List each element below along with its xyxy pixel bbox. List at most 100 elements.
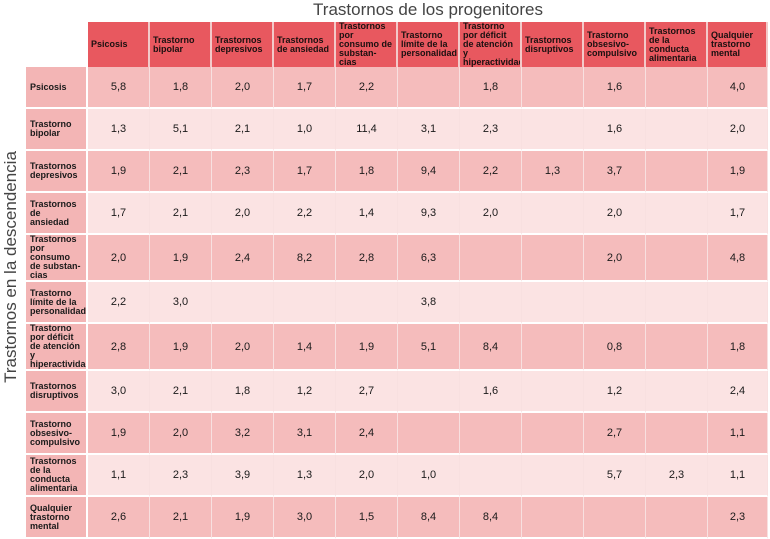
table-cell: 8,4: [398, 497, 460, 539]
table-cell: [646, 67, 708, 109]
table-row: Trastorno bipolar 1,3 5,1 2,1 1,0 11,4 3,1 2,3 1…: [26, 109, 768, 151]
table-body: Psicosis 5,8 1,8 2,0 1,7 2,2 1,8 1,6 4,0 Trastorn…: [26, 67, 768, 539]
table-cell: 1,1: [708, 413, 768, 455]
table-cell: 1,9: [212, 497, 274, 539]
table-cell: 3,7: [584, 151, 646, 193]
table-cell: 9,4: [398, 151, 460, 193]
table-cell: 1,6: [460, 371, 522, 413]
table-cell: [646, 109, 708, 151]
table-cell: 2,2: [460, 151, 522, 193]
table-cell: 2,3: [212, 151, 274, 193]
table-row: Psicosis 5,8 1,8 2,0 1,7 2,2 1,8 1,6 4,0: [26, 67, 768, 109]
row-header: Trastorno límite de la personalidad: [26, 282, 88, 324]
table-row: Trastorno por déficit de atención y hipe…: [26, 324, 768, 371]
table-cell: 1,3: [522, 151, 584, 193]
table-cell: 0,8: [584, 324, 646, 371]
table-row: Trastornos de la conducta alimentaria 1,1…: [26, 455, 768, 497]
table-cell: 2,1: [150, 193, 212, 235]
table-cell: 3,0: [88, 371, 150, 413]
table-cell: 4,0: [708, 67, 768, 109]
header-row: Psicosis Trastorno bipolar Trastornos depr…: [26, 22, 768, 67]
column-header: Qualquier trastorno mental: [708, 22, 768, 67]
table-cell: [398, 67, 460, 109]
table-cell: 1,9: [150, 324, 212, 371]
table-cell: 3,0: [150, 282, 212, 324]
table-cell: 1,7: [708, 193, 768, 235]
table-cell: 1,9: [88, 151, 150, 193]
table-cell: 1,6: [584, 109, 646, 151]
row-header: Trastorno por déficit de atención y hipe…: [26, 324, 88, 371]
table-cell: 2,2: [336, 67, 398, 109]
table-cell: 2,3: [646, 455, 708, 497]
row-header: Trastornos de ansiedad: [26, 193, 88, 235]
table-cell: 3,8: [398, 282, 460, 324]
table-cell: 11,4: [336, 109, 398, 151]
table-cell: [398, 413, 460, 455]
table-cell: [708, 282, 768, 324]
row-axis-title: Trastornos en la descendencia: [1, 151, 20, 383]
table-cell: [646, 193, 708, 235]
table-cell: [460, 282, 522, 324]
column-header: Trastornos disruptivos: [522, 22, 584, 67]
table-cell: [460, 413, 522, 455]
table-cell: 1,8: [708, 324, 768, 371]
table-cell: 1,9: [336, 324, 398, 371]
table-cell: [522, 282, 584, 324]
table-cell: 2,7: [584, 413, 646, 455]
table-cell: 2,0: [88, 235, 150, 282]
table-cell: 2,6: [88, 497, 150, 539]
table-cell: [584, 282, 646, 324]
table-cell: 2,0: [584, 235, 646, 282]
table-cell: 5,8: [88, 67, 150, 109]
table-cell: 2,0: [212, 193, 274, 235]
table-cell: 2,7: [336, 371, 398, 413]
table-cell: 2,2: [88, 282, 150, 324]
table-cell: [522, 497, 584, 539]
table-cell: 1,2: [274, 371, 336, 413]
table-cell: [460, 235, 522, 282]
table-cell: 2,3: [708, 497, 768, 539]
table-cell: 5,1: [398, 324, 460, 371]
table-cell: 3,1: [398, 109, 460, 151]
table-cell: 3,1: [274, 413, 336, 455]
table-cell: [274, 282, 336, 324]
row-header: Trastorno obsesivo-compulsivo: [26, 413, 88, 455]
table-cell: 1,9: [708, 151, 768, 193]
row-header: Trastornos depresivos: [26, 151, 88, 193]
table-cell: 3,9: [212, 455, 274, 497]
table-cell: 1,3: [88, 109, 150, 151]
table-cell: [522, 455, 584, 497]
table-cell: 6,3: [398, 235, 460, 282]
table-cell: 2,1: [212, 109, 274, 151]
table-cell: 8,2: [274, 235, 336, 282]
table-cell: 9,3: [398, 193, 460, 235]
table-cell: 1,8: [150, 67, 212, 109]
table-cell: 1,9: [150, 235, 212, 282]
table-cell: [584, 497, 646, 539]
column-header: Trastornos por consumo de substan-cias: [336, 22, 398, 67]
table-row: Trastornos de ansiedad 1,7 2,1 2,0 2,2 1,4 9,3…: [26, 193, 768, 235]
table-cell: 2,0: [212, 324, 274, 371]
table-cell: [522, 109, 584, 151]
table-cell: 1,5: [336, 497, 398, 539]
table-cell: 1,7: [274, 67, 336, 109]
row-header: Trastornos de la conducta alimentaria: [26, 455, 88, 497]
table-row: Trastornos depresivos 1,9 2,1 2,3 1,7 1,8 9,4 2…: [26, 151, 768, 193]
row-header: Trastorno bipolar: [26, 109, 88, 151]
column-header: Trastorno bipolar: [150, 22, 212, 67]
column-axis-title: Trastornos de los progenitores: [313, 0, 543, 19]
table-cell: 2,0: [336, 455, 398, 497]
row-header: Trastornos por consumo de substan-cias: [26, 235, 88, 282]
table-cell: 1,7: [274, 151, 336, 193]
column-header: Trastorno obsesivo-compulsivo: [584, 22, 646, 67]
table-cell: 5,7: [584, 455, 646, 497]
table-cell: [460, 455, 522, 497]
column-header: Trastornos depresivos: [212, 22, 274, 67]
table-cell: 5,1: [150, 109, 212, 151]
table-cell: [398, 371, 460, 413]
table-cell: [522, 193, 584, 235]
table-cell: 2,0: [460, 193, 522, 235]
table-cell: [646, 151, 708, 193]
row-axis-title-container: Trastornos en la descendencia: [0, 22, 22, 512]
table-cell: [646, 497, 708, 539]
